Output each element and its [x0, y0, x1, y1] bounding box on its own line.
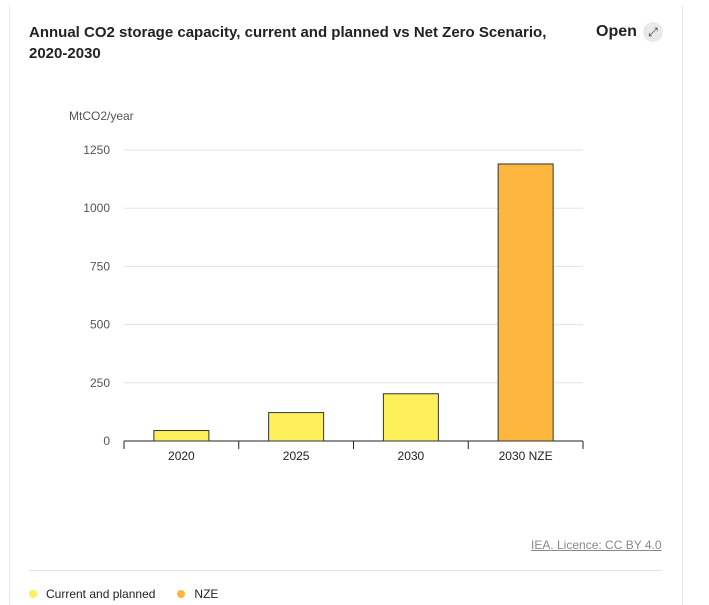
bar-2030[interactable] — [382, 393, 439, 442]
external-link-icon: ⤢ — [642, 22, 663, 42]
legend-label-current: Current and planned — [46, 587, 156, 601]
legend-label-nze: NZE — [194, 587, 219, 601]
y-tick-label: 500 — [90, 318, 110, 332]
open-label: Open — [596, 23, 637, 40]
y-axis-unit-label: MtCO2/year — [69, 109, 134, 123]
y-tick-label: 750 — [90, 259, 110, 273]
legend-dot-current — [29, 590, 37, 598]
chart-title: Annual CO2 storage capacity, current and… — [29, 24, 547, 62]
bar-2020[interactable] — [153, 430, 210, 442]
legend-divider — [29, 570, 663, 571]
bar-2030-nze[interactable] — [497, 163, 554, 442]
bar-2025[interactable] — [268, 412, 325, 442]
open-button[interactable]: Open ⤢ — [596, 22, 663, 42]
x-tick-label: 2025 — [283, 449, 310, 463]
y-tick-label: 0 — [103, 434, 110, 448]
y-tick-label: 250 — [90, 376, 110, 390]
source-licence-link[interactable]: IEA. Licence: CC BY 4.0 — [531, 538, 662, 552]
legend-item-current[interactable]: Current and planned — [29, 587, 155, 601]
bar-chart: MtCO2/year 0 250 500 750 1000 1250 2020 2025 203… — [69, 109, 584, 463]
y-tick-label: 1000 — [83, 201, 110, 215]
x-tick-label: 2030 — [398, 449, 425, 463]
x-tick-label: 2030 NZE — [499, 449, 553, 463]
chart-card — [9, 6, 683, 605]
x-tick-label: 2020 — [168, 449, 195, 463]
y-tick-label: 1250 — [83, 143, 110, 157]
legend-dot-nze — [177, 590, 186, 598]
legend: Current and planned NZE — [29, 587, 218, 601]
legend-item-nze[interactable]: NZE — [177, 587, 218, 601]
